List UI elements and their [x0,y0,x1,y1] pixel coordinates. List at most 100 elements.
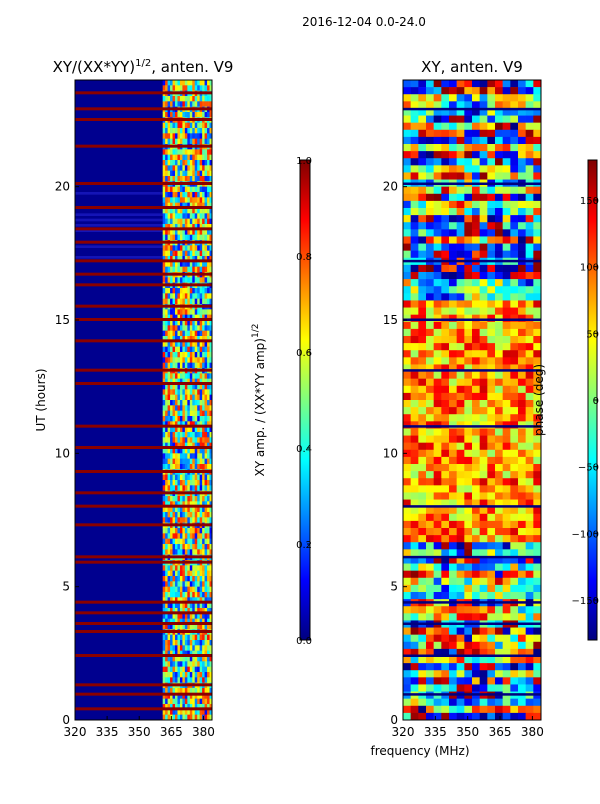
phase-cell [411,137,419,144]
amplitude-cell [170,411,173,417]
phase-cell [457,329,465,336]
amplitude-cell [182,160,185,166]
phase-cell [495,521,503,528]
amplitude-cell [185,363,188,369]
phase-cell [503,656,511,663]
phase-cell [487,286,495,293]
phase-cell [449,507,457,514]
amplitude-cell [177,640,180,646]
amplitude-cell [180,309,183,315]
phase-cell [503,663,511,670]
phase-cell [441,101,449,108]
amplitude-cell [195,715,198,721]
amplitude-cell [180,149,183,155]
phase-cell [434,194,442,201]
phase-cell [518,201,526,208]
amplitude-cell [207,475,210,481]
amplitude-cell [173,277,176,283]
amplitude-cell [175,459,178,465]
amplitude-cell [185,389,188,395]
phase-cell [518,670,526,677]
phase-cell [510,300,518,307]
amplitude-cell [192,645,195,651]
amplitude-cell [170,496,173,502]
phase-cell [411,663,419,670]
amplitude-cell [170,576,173,582]
phase-cell [503,606,511,613]
amplitude-cell [202,480,205,486]
amplitude-cell [163,197,166,203]
phase-cell [480,308,488,315]
phase-cell [449,656,457,663]
phase-cell [418,613,426,620]
phase-cell [495,528,503,535]
amplitude-cell [197,288,200,294]
flagged-row [403,319,541,322]
amplitude-cell [202,496,205,502]
phase-cell [434,457,442,464]
amplitude-cell [190,512,193,518]
phase-cell [526,123,534,130]
colorbar-tick-label: 50 [586,329,599,340]
phase-cell [418,272,426,279]
amplitude-cell [187,475,190,481]
amplitude-cell [168,123,171,129]
phase-cell [411,635,419,642]
amplitude-cell [180,645,183,651]
phase-cell [449,94,457,101]
amplitude-cell [202,571,205,577]
amplitude-cell [170,395,173,401]
amplitude-cell [192,309,195,315]
amplitude-cell [165,251,168,257]
amplitude-cell [173,123,176,129]
amplitude-cell [195,464,198,470]
phase-cell [441,642,449,649]
phase-cell [495,336,503,343]
amplitude-cell [200,176,203,182]
amplitude-cell [182,235,185,241]
phase-cell [411,656,419,663]
amplitude-cell [168,213,171,219]
amplitude-cell [177,496,180,502]
amplitude-cell [180,357,183,363]
phase-cell [480,393,488,400]
phase-cell [518,151,526,158]
phase-cell [526,585,534,592]
phase-cell [449,677,457,684]
amplitude-cell [182,133,185,139]
amplitude-cell [170,667,173,673]
phase-cell [472,613,480,620]
amplitude-cell [195,485,198,491]
amplitude-cell [200,267,203,273]
amplitude-cell [205,133,208,139]
phase-cell [426,670,434,677]
amplitude-cell [187,672,190,678]
amplitude-cell [187,251,190,257]
amplitude-cell [168,635,171,641]
amplitude-cell [168,496,171,502]
phase-cell [495,300,503,307]
phase-cell [403,514,411,521]
phase-cell [495,101,503,108]
amplitude-cell [175,133,178,139]
phase-cell [495,635,503,642]
phase-cell [434,578,442,585]
phase-cell [472,699,480,706]
amplitude-cell [177,395,180,401]
amplitude-cell [182,187,185,193]
amplitude-cell [192,101,195,107]
amplitude-cell [182,581,185,587]
phase-colorbar: 150100500−50−100−150 phase (deg) [532,160,599,640]
amplitude-cell [163,405,166,411]
phase-cell [472,208,480,215]
amplitude-cell [192,400,195,406]
phase-cell [480,407,488,414]
amplitude-cell [165,187,168,193]
amplitude-cell [177,325,180,331]
phase-cell [426,379,434,386]
x-tick-label: 335 [424,725,447,739]
phase-cell [426,130,434,137]
amplitude-cell [180,112,183,118]
phase-cell [526,592,534,599]
amplitude-cell [185,373,188,379]
